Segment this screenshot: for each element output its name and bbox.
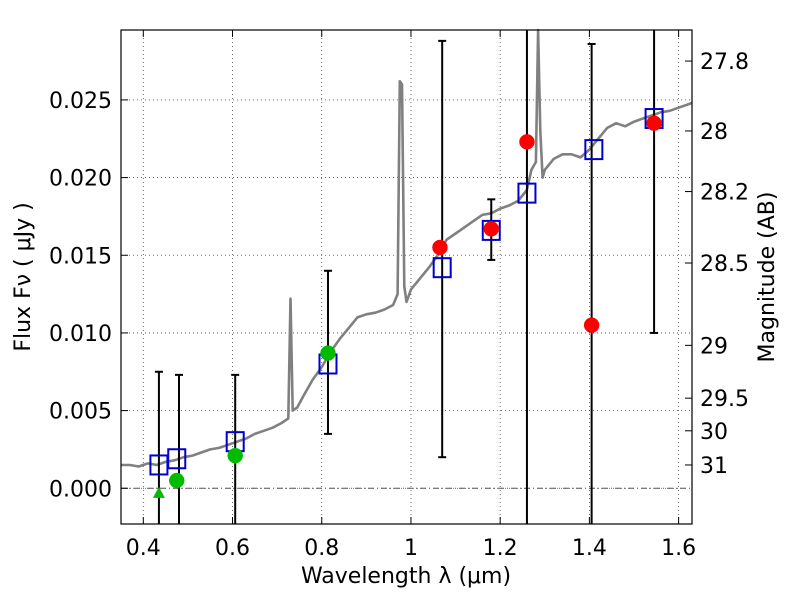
red-detection-point — [646, 115, 662, 131]
y-tick-label: 0.005 — [49, 400, 112, 425]
green-detection-point — [320, 345, 336, 361]
y-tick-label: 0.015 — [49, 244, 112, 269]
ticks: 0.4 0.6 0.8 1 1.2 1.4 1.6 0.000 0.005 0.010 0.015 0… — [49, 30, 749, 561]
magnitude-tick-label: 30 — [700, 420, 728, 445]
model-photometry-square — [481, 219, 501, 241]
y-tick-label: 0.000 — [49, 477, 112, 502]
data-markers — [149, 108, 664, 498]
red-detection-point — [432, 239, 448, 256]
template-spectrum — [121, 28, 693, 468]
magnitude-tick-label: 29.5 — [700, 387, 749, 412]
y-tick-label: 0.025 — [49, 89, 112, 114]
green-detection-point — [227, 447, 243, 464]
x-tick-label: 0.6 — [215, 536, 250, 561]
magnitude-tick-label: 28.2 — [700, 181, 749, 206]
x-axis-label: Wavelength λ (μm) — [301, 564, 511, 589]
x-tick-label: 1.4 — [572, 536, 607, 561]
magnitude-tick-label: 29 — [700, 334, 728, 359]
magnitude-tick-label: 28.5 — [700, 252, 749, 277]
plot-frame — [120, 29, 693, 525]
red-detection-point — [483, 221, 500, 237]
right-axis-label: Magnitude (AB) — [755, 192, 780, 363]
x-tick-label: 0.8 — [304, 536, 339, 561]
x-tick-label: 1 — [404, 536, 418, 561]
model-photometry-square — [517, 182, 537, 204]
x-tick-label: 0.4 — [126, 536, 161, 561]
x-tick-label: 1.6 — [661, 536, 696, 561]
y-tick-label: 0.010 — [49, 322, 112, 347]
x-tick-label: 1.2 — [483, 536, 518, 561]
model-photometry-square — [167, 448, 187, 470]
y-axis-label: Flux Fν ( μJy ) — [11, 202, 36, 351]
magnitude-tick-label: 28 — [700, 120, 728, 145]
magnitude-tick-label: 27.8 — [700, 50, 749, 75]
red-detection-point — [583, 317, 600, 333]
magnitude-tick-label: 31 — [700, 454, 728, 479]
model-photometry-square — [432, 257, 452, 279]
y-tick-label: 0.020 — [49, 167, 112, 192]
spectrum-line — [121, 28, 693, 468]
red-detection-point — [519, 134, 535, 150]
model-photometry-square — [584, 139, 604, 161]
green-detection-point — [169, 472, 185, 489]
upper-limit-triangle — [152, 486, 165, 498]
